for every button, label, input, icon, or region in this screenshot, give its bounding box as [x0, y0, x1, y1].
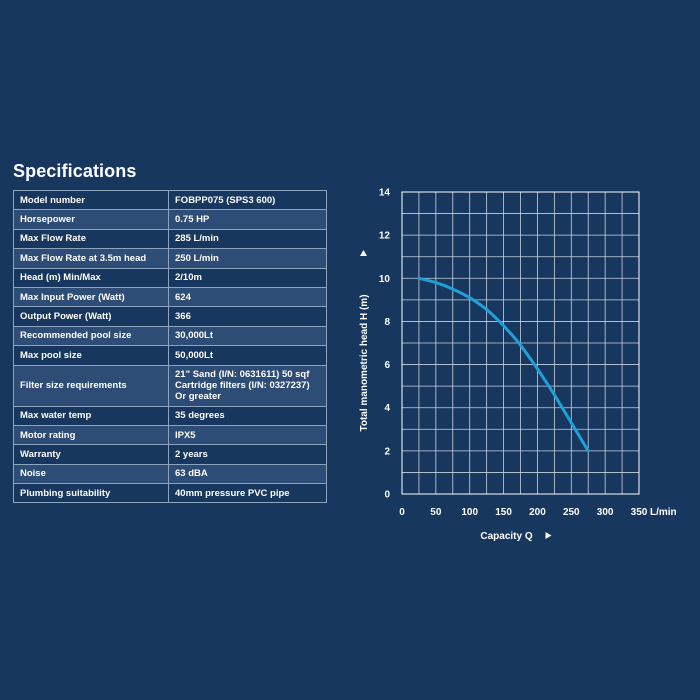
x-tick-label: 350: [631, 507, 648, 518]
x-tick-label: 150: [495, 507, 512, 518]
spec-value: 0.75 HP: [168, 209, 327, 230]
x-tick-label: 100: [461, 507, 478, 518]
spec-value: IPX5: [168, 424, 327, 446]
spec-label: Warranty: [13, 444, 169, 465]
y-tick-label: 10: [379, 274, 391, 285]
spec-value: 2/10m: [168, 267, 327, 288]
spec-row: Filter size requirements 21" Sand (I/N: 0…: [13, 364, 327, 407]
y-tick-label: 14: [379, 188, 391, 199]
spec-value: 35 degrees: [168, 405, 327, 426]
spec-row: Head (m) Min/Max 2/10m: [13, 267, 327, 288]
page-title: Specifications: [13, 161, 137, 181]
x-axis-arrow-icon: [545, 532, 552, 539]
y-tick-label: 6: [384, 360, 390, 371]
x-tick-label: 0: [399, 507, 405, 518]
spec-value: 63 dBA: [168, 463, 327, 485]
series-line: [417, 276, 590, 453]
spec-row: Max Flow Rate at 3.5m head 250 L/min: [13, 248, 327, 269]
spec-row: Recommended pool size 30,000Lt: [13, 325, 327, 347]
y-tick-label: 8: [384, 317, 390, 328]
x-tick-label: 200: [529, 507, 546, 518]
spec-label: Recommended pool size: [13, 325, 169, 347]
pump-curve-chart: 0 2 4 6 8 10 12 14 0 50 100 150 200 250 300 350 L/min Cap…: [359, 188, 677, 543]
spec-row: Horsepower 0.75 HP: [13, 209, 327, 230]
spec-label: Motor rating: [13, 424, 169, 446]
spec-value: 366: [168, 306, 327, 327]
y-axis-arrow-icon: [360, 250, 367, 256]
spec-row: Motor rating IPX5: [13, 424, 327, 446]
y-tick-label: 0: [384, 490, 390, 501]
x-tick-label: 300: [597, 507, 614, 518]
spec-label: Head (m) Min/Max: [13, 267, 169, 288]
spec-value: 285 L/min: [168, 228, 327, 250]
spec-row: Max pool size 50,000Lt: [13, 345, 327, 366]
x-tick-label: 250: [563, 507, 580, 518]
plot-frame: [401, 191, 640, 495]
spec-value: FOBPP075 (SPS3 600): [168, 189, 327, 211]
spec-row: Plumbing suitability 40mm pressure PVC pi…: [13, 483, 327, 504]
y-tick-label: 12: [379, 231, 391, 242]
spec-value: 30,000Lt: [168, 325, 327, 347]
spec-label: Max Input Power (Watt): [13, 286, 169, 308]
spec-label: Output Power (Watt): [13, 306, 169, 327]
spec-label: Horsepower: [13, 209, 169, 230]
specifications-table: Model number FOBPP075 (SPS3 600) Horsepowe…: [13, 189, 327, 504]
spec-row: Noise 63 dBA: [13, 463, 327, 485]
spec-label: Max Flow Rate: [13, 228, 169, 250]
spec-value: 250 L/min: [168, 248, 327, 269]
spec-value: 21" Sand (I/N: 0631611) 50 sqf Cartridge…: [168, 364, 327, 407]
spec-row: Max water temp 35 degrees: [13, 405, 327, 426]
spec-row: Output Power (Watt) 366: [13, 306, 327, 327]
spec-row: Max Input Power (Watt) 624: [13, 286, 327, 308]
spec-row: Max Flow Rate 285 L/min: [13, 228, 327, 250]
spec-value: 2 years: [168, 444, 327, 465]
spec-label: Max pool size: [13, 345, 169, 366]
x-axis-label: Capacity Q: [480, 531, 532, 542]
spec-label: Max Flow Rate at 3.5m head: [13, 248, 169, 269]
spec-row: Model number FOBPP075 (SPS3 600): [13, 189, 327, 211]
spec-value: 50,000Lt: [168, 345, 327, 366]
spec-label: Model number: [13, 189, 169, 211]
spec-label: Plumbing suitability: [13, 483, 169, 504]
spec-label: Noise: [13, 463, 169, 485]
spec-value: 40mm pressure PVC pipe: [168, 483, 327, 504]
x-unit-label: L/min: [650, 507, 677, 518]
spec-label: Filter size requirements: [13, 364, 169, 407]
spec-label: Max water temp: [13, 405, 169, 426]
x-tick-label: 50: [430, 507, 442, 518]
spec-value: 624: [168, 286, 327, 308]
y-tick-label: 2: [384, 446, 390, 457]
y-axis-label: Total manometric head H (m): [359, 294, 370, 431]
y-tick-label: 4: [384, 403, 390, 414]
spec-row: Warranty 2 years: [13, 444, 327, 465]
